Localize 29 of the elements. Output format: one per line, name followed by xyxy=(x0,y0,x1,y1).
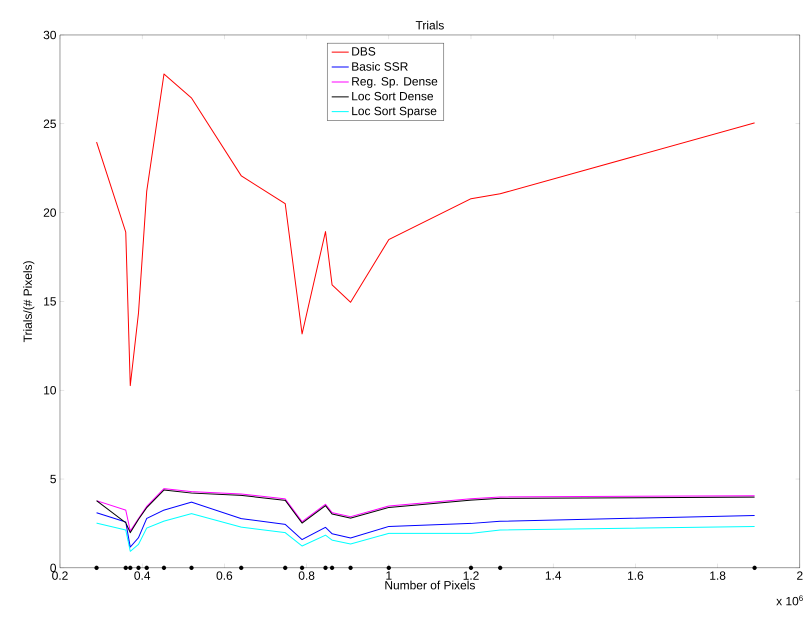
x-tick-label: 1.6 xyxy=(628,571,644,580)
x-tick-label: 2 xyxy=(797,571,803,580)
x-axis-title: Number of Pixels xyxy=(385,580,475,590)
x-tick-label: 1.8 xyxy=(710,571,726,580)
y-tick-label: 5 xyxy=(50,474,56,484)
legend-label: DBS xyxy=(352,47,376,56)
x-tick-label: 1 xyxy=(386,571,392,580)
x-tick-label: 1.4 xyxy=(546,571,562,580)
chart-title: Trials xyxy=(416,20,444,30)
legend-label: Basic SSR xyxy=(352,62,408,71)
line-series xyxy=(96,513,756,552)
y-tick-label: 0 xyxy=(50,564,56,572)
y-axis-title: Trials/(# Pixels) xyxy=(23,261,34,342)
text: x 10$^{6}$ xyxy=(776,595,803,606)
x-tick-label: 1.2 xyxy=(464,571,479,580)
x-tick-label: 0.4 xyxy=(134,571,150,580)
line-series xyxy=(96,502,756,548)
y-tick-label: 25 xyxy=(44,120,56,128)
line-series xyxy=(96,74,756,386)
y-tick-label: 30 xyxy=(44,30,56,40)
legend-label: Reg. Sp. Dense xyxy=(352,77,438,88)
y-tick-label: 20 xyxy=(44,208,56,217)
y-tick-label: 10 xyxy=(44,386,56,395)
x-tick-label: 0.6 xyxy=(216,571,232,580)
y-tick-label: 15 xyxy=(44,297,56,306)
x-tick-label: 0.8 xyxy=(298,571,314,580)
x-tick-label: 0.2 xyxy=(52,571,68,580)
legend-label: Loc Sort Dense xyxy=(352,92,434,100)
legend-label: Loc Sort Sparse xyxy=(352,106,436,118)
